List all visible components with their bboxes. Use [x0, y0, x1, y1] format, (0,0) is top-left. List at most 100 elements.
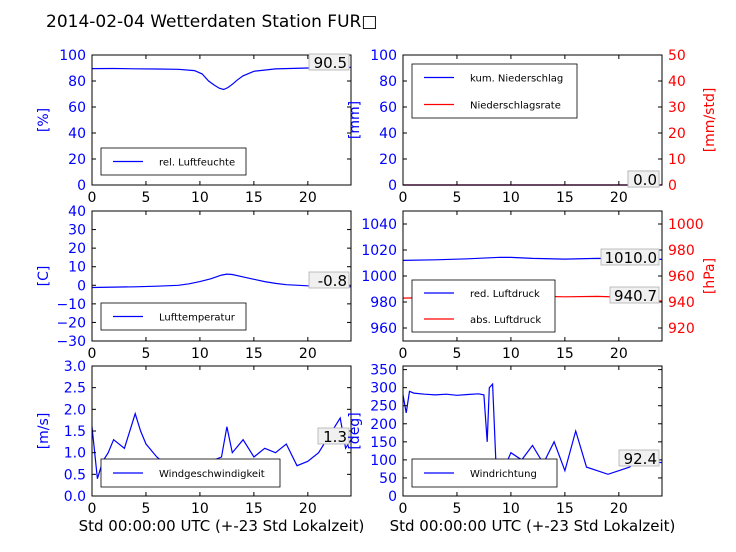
y-tick-label: −30: [56, 334, 86, 350]
x-tick-label: 0: [88, 501, 97, 517]
y2-axis-label: [mm/std]: [702, 88, 718, 153]
y-tick-label: 1000: [361, 269, 397, 285]
x-tick-label: 20: [299, 501, 317, 517]
y-tick-label: 20: [68, 241, 86, 257]
y-tick-label: 100: [370, 48, 397, 64]
y-tick-label: 200: [370, 417, 397, 433]
legend-temperature: Lufttemperatur: [100, 302, 247, 331]
y-axis-label: [deg]: [347, 412, 363, 449]
plot-frame-winddirection: [402, 365, 663, 497]
x-tick-label: 5: [452, 346, 461, 362]
current-value-text: 940.7: [614, 287, 657, 305]
y2-tick-label: 940: [668, 295, 695, 311]
y-tick-label: 60: [68, 100, 86, 116]
y-axis-label: [%]: [36, 108, 52, 132]
y-tick-label: 30: [68, 223, 86, 239]
legend-frame: [100, 302, 247, 331]
x-tick-label: 15: [245, 501, 263, 517]
y-tick-label: 0.5: [64, 467, 86, 483]
chart-panel-windspeed: 0 5 10 15 20 0.0 0.5 1.0 1.5 2.0 2.5 3.0 [m/s] Std 00…: [36, 359, 364, 535]
x-tick-label: 5: [452, 501, 461, 517]
y2-tick-label: 40: [668, 74, 686, 90]
legend-entry: Niederschlagsrate: [470, 101, 561, 112]
plot-frame-precipitation: [402, 54, 663, 186]
current-value-badge: 0.0: [627, 170, 660, 189]
y-tick-label: 0: [77, 178, 86, 194]
value-badge-frame: [618, 449, 660, 467]
y-tick-label: 300: [370, 381, 397, 397]
x-axis-label: Std 00:00:00 UTC (+-23 Std Lokalzeit): [390, 517, 676, 535]
current-value-badge: -0.8: [308, 271, 350, 290]
y-tick-label: 350: [370, 363, 397, 379]
x-tick-label: 0: [399, 501, 408, 517]
x-tick-label: 15: [556, 346, 574, 362]
legend-humidity: rel. Luftfeuchte: [100, 147, 247, 176]
y-tick-label: 150: [370, 435, 397, 451]
current-value-text: 0.0: [633, 171, 657, 189]
y2-tick-label: 0: [668, 178, 677, 194]
x-tick-label: 20: [610, 501, 628, 517]
figure-title: 2014-02-04 Wetterdaten Station FUR□: [46, 12, 377, 32]
y-tick-label: 0: [388, 178, 397, 194]
y-tick-label: 60: [379, 100, 397, 116]
y2-tick-label: 50: [668, 48, 686, 64]
y2-axis-label: [hPa]: [702, 258, 718, 294]
y-tick-label: 3.0: [64, 359, 86, 375]
y-tick-label: 1.0: [64, 446, 86, 462]
y-tick-label: 250: [370, 399, 397, 415]
x-tick-label: 15: [556, 190, 574, 206]
x-axis-label: Std 00:00:00 UTC (+-23 Std Lokalzeit): [79, 517, 365, 535]
current-value-badge: 1010.0: [600, 248, 660, 267]
plot-frame-humidity: [91, 54, 352, 186]
x-tick-label: 5: [141, 346, 150, 362]
legend-entry: Lufttemperatur: [159, 313, 236, 324]
legend-frame: [411, 279, 556, 333]
plot-frame-temperature: [91, 210, 352, 342]
chart-panel-precipitation: 0 5 10 15 20 0 20 40 60 80 100 0 10 20 30 40 50 [mm] [mm/s…: [347, 48, 718, 206]
current-value-text: 90.5: [314, 54, 347, 72]
legend-entry: red. Luftdruck: [470, 289, 540, 300]
x-tick-label: 20: [299, 190, 317, 206]
legend-entry: Windgeschwindigkeit: [159, 469, 265, 480]
series-line-humidity-0: [91, 66, 352, 91]
x-tick-label: 15: [245, 346, 263, 362]
y2-tick-label: 20: [668, 126, 686, 142]
x-tick-label: 0: [88, 346, 97, 362]
x-tick-label: 20: [610, 346, 628, 362]
y-tick-label: −10: [56, 297, 86, 313]
x-tick-label: 0: [399, 190, 408, 206]
y2-tick-label: 960: [668, 269, 695, 285]
current-value-text: 92.4: [624, 450, 657, 468]
x-tick-label: 10: [502, 190, 520, 206]
legend-entry: Windrichtung: [470, 469, 537, 480]
x-tick-label: 20: [299, 346, 317, 362]
legend-entry: kum. Niederschlag: [470, 74, 563, 85]
x-tick-label: 5: [141, 501, 150, 517]
legend-precipitation: kum. Niederschlag Niederschlagsrate: [411, 63, 578, 119]
y-tick-label: 50: [379, 471, 397, 487]
y-tick-label: 20: [379, 152, 397, 168]
x-tick-label: 10: [502, 501, 520, 517]
y2-tick-label: 10: [668, 152, 686, 168]
x-tick-label: 20: [610, 190, 628, 206]
chart-panel-pressure: 0 5 10 15 20 960 980 1000 1020 1040 920 940 960 980 10…: [361, 210, 718, 362]
y-tick-label: 100: [59, 48, 86, 64]
y-tick-label: 2.0: [64, 402, 86, 418]
value-badge-frame: [308, 53, 350, 71]
x-tick-label: 10: [502, 346, 520, 362]
current-value-badge: 90.5: [308, 53, 350, 72]
legend-windspeed: Windgeschwindigkeit: [100, 458, 281, 488]
x-tick-label: 15: [556, 501, 574, 517]
y-tick-label: 1040: [361, 217, 397, 233]
current-value-badge: 940.7: [609, 286, 660, 305]
x-tick-label: 0: [88, 190, 97, 206]
x-tick-label: 5: [141, 190, 150, 206]
value-badge-frame: [627, 170, 660, 188]
value-badge-frame: [609, 286, 660, 304]
y-tick-label: 960: [370, 321, 397, 337]
y-tick-label: 40: [68, 126, 86, 142]
y-axis-label: [mm]: [347, 101, 363, 139]
value-badge-frame: [600, 248, 660, 266]
x-tick-label: 0: [399, 346, 408, 362]
